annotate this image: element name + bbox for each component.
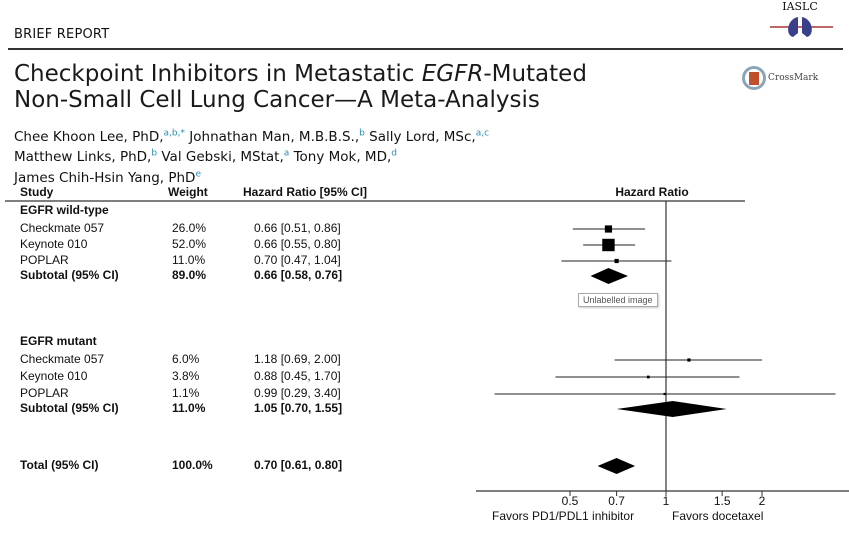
hr-ci-value: 0.66 [0.58, 0.76] (254, 268, 343, 282)
crossmark-label: CrossMark (768, 73, 819, 83)
header-rule (8, 48, 843, 50)
hr-ci-value: 0.99 [0.29, 3.40] (254, 386, 341, 400)
column-header-weight: Weight (168, 185, 208, 199)
study-name: Checkmate 057 (20, 352, 105, 366)
weight-value: 1.1% (172, 386, 200, 400)
pooled-diamond (616, 401, 727, 417)
weight-value: 52.0% (172, 237, 207, 251)
point-estimate-marker (646, 375, 650, 379)
lung-logo-icon (770, 17, 833, 37)
group-label: EGFR mutant (20, 334, 97, 348)
pooled-diamond (590, 268, 628, 284)
hr-ci-value: 1.05 [0.70, 1.55] (254, 401, 343, 415)
iaslc-logo: IASLC (765, 0, 835, 44)
study-name: POPLAR (20, 386, 69, 400)
weight-value: 6.0% (172, 352, 200, 366)
study-name: POPLAR (20, 253, 69, 267)
column-header-hr: Hazard Ratio [95% CI] (243, 185, 368, 199)
section-label: BRIEF REPORT (14, 27, 110, 42)
hr-ci-value: 0.70 [0.47, 1.04] (254, 253, 341, 267)
title-part-egfr: EGFR (421, 61, 484, 87)
subtotal-label: Subtotal (95% CI) (20, 401, 119, 415)
author[interactable]: Matthew Links, PhD,b (14, 148, 158, 166)
tooltip: Unlabelled image (578, 293, 658, 307)
title-part: Checkpoint Inhibitors in Metastatic (14, 61, 422, 87)
subtotal-label: Subtotal (95% CI) (20, 268, 119, 282)
column-header-plot: Hazard Ratio (615, 185, 689, 199)
group-label: EGFR wild-type (20, 203, 109, 217)
hr-ci-value: 0.70 [0.61, 0.80] (254, 458, 343, 472)
crossmark-icon (742, 66, 766, 90)
study-name: Keynote 010 (20, 369, 88, 383)
author[interactable]: Johnathan Man, M.B.B.S.,b (189, 128, 365, 145)
weight-value: 89.0% (172, 268, 207, 282)
article-title: Checkpoint Inhibitors in Metastatic EGFR… (14, 61, 587, 113)
author[interactable]: James Chih-Hsin Yang, PhDe (14, 169, 201, 186)
crossmark-button[interactable]: CrossMark (742, 66, 818, 90)
author[interactable]: Val Gebski, MStat,a (161, 148, 290, 166)
study-name: Keynote 010 (20, 237, 88, 251)
x-tick-label: 0.7 (608, 494, 625, 508)
hr-ci-value: 0.88 [0.45, 1.70] (254, 369, 341, 383)
weight-value: 11.0% (172, 401, 206, 415)
study-name: Checkmate 057 (20, 221, 105, 235)
point-estimate-marker (687, 358, 691, 362)
point-estimate-marker (604, 225, 613, 233)
weight-value: 100.0% (172, 458, 213, 472)
hr-ci-value: 1.18 [0.69, 2.00] (254, 352, 341, 366)
author[interactable]: Tony Mok, MD,d (293, 148, 397, 166)
weight-value: 3.8% (172, 369, 200, 383)
x-tick-label: 2 (758, 494, 766, 508)
column-header-study: Study (20, 185, 54, 199)
x-tick-label: 0.5 (561, 494, 579, 508)
point-estimate-marker (663, 392, 666, 396)
logo-text: IASLC (782, 0, 818, 13)
x-tick-label: 1 (662, 494, 670, 508)
weight-value: 26.0% (172, 221, 207, 235)
hr-ci-value: 0.66 [0.55, 0.80] (254, 237, 341, 251)
hr-ci-value: 0.66 [0.51, 0.86] (254, 221, 341, 235)
title-part: Non-Small Cell Lung Cancer—A Meta-Analys… (14, 87, 540, 113)
subtotal-label: Total (95% CI) (20, 458, 99, 472)
weight-value: 11.0% (172, 253, 206, 267)
favors-left-label: Favors PD1/PDL1 inhibitor (492, 509, 635, 523)
author[interactable]: Chee Khoon Lee, PhD,a,b,* (14, 128, 185, 145)
title-part: -Mutated (483, 61, 587, 87)
pooled-diamond (597, 458, 636, 474)
point-estimate-marker (614, 258, 619, 264)
author[interactable]: Sally Lord, MSc,a,c (369, 128, 490, 145)
author-list: Chee Khoon Lee, PhD,a,b,* Johnathan Man,… (14, 125, 489, 187)
x-tick-label: 1.5 (713, 494, 731, 508)
point-estimate-marker (602, 238, 615, 252)
favors-right-label: Favors docetaxel (672, 509, 764, 523)
